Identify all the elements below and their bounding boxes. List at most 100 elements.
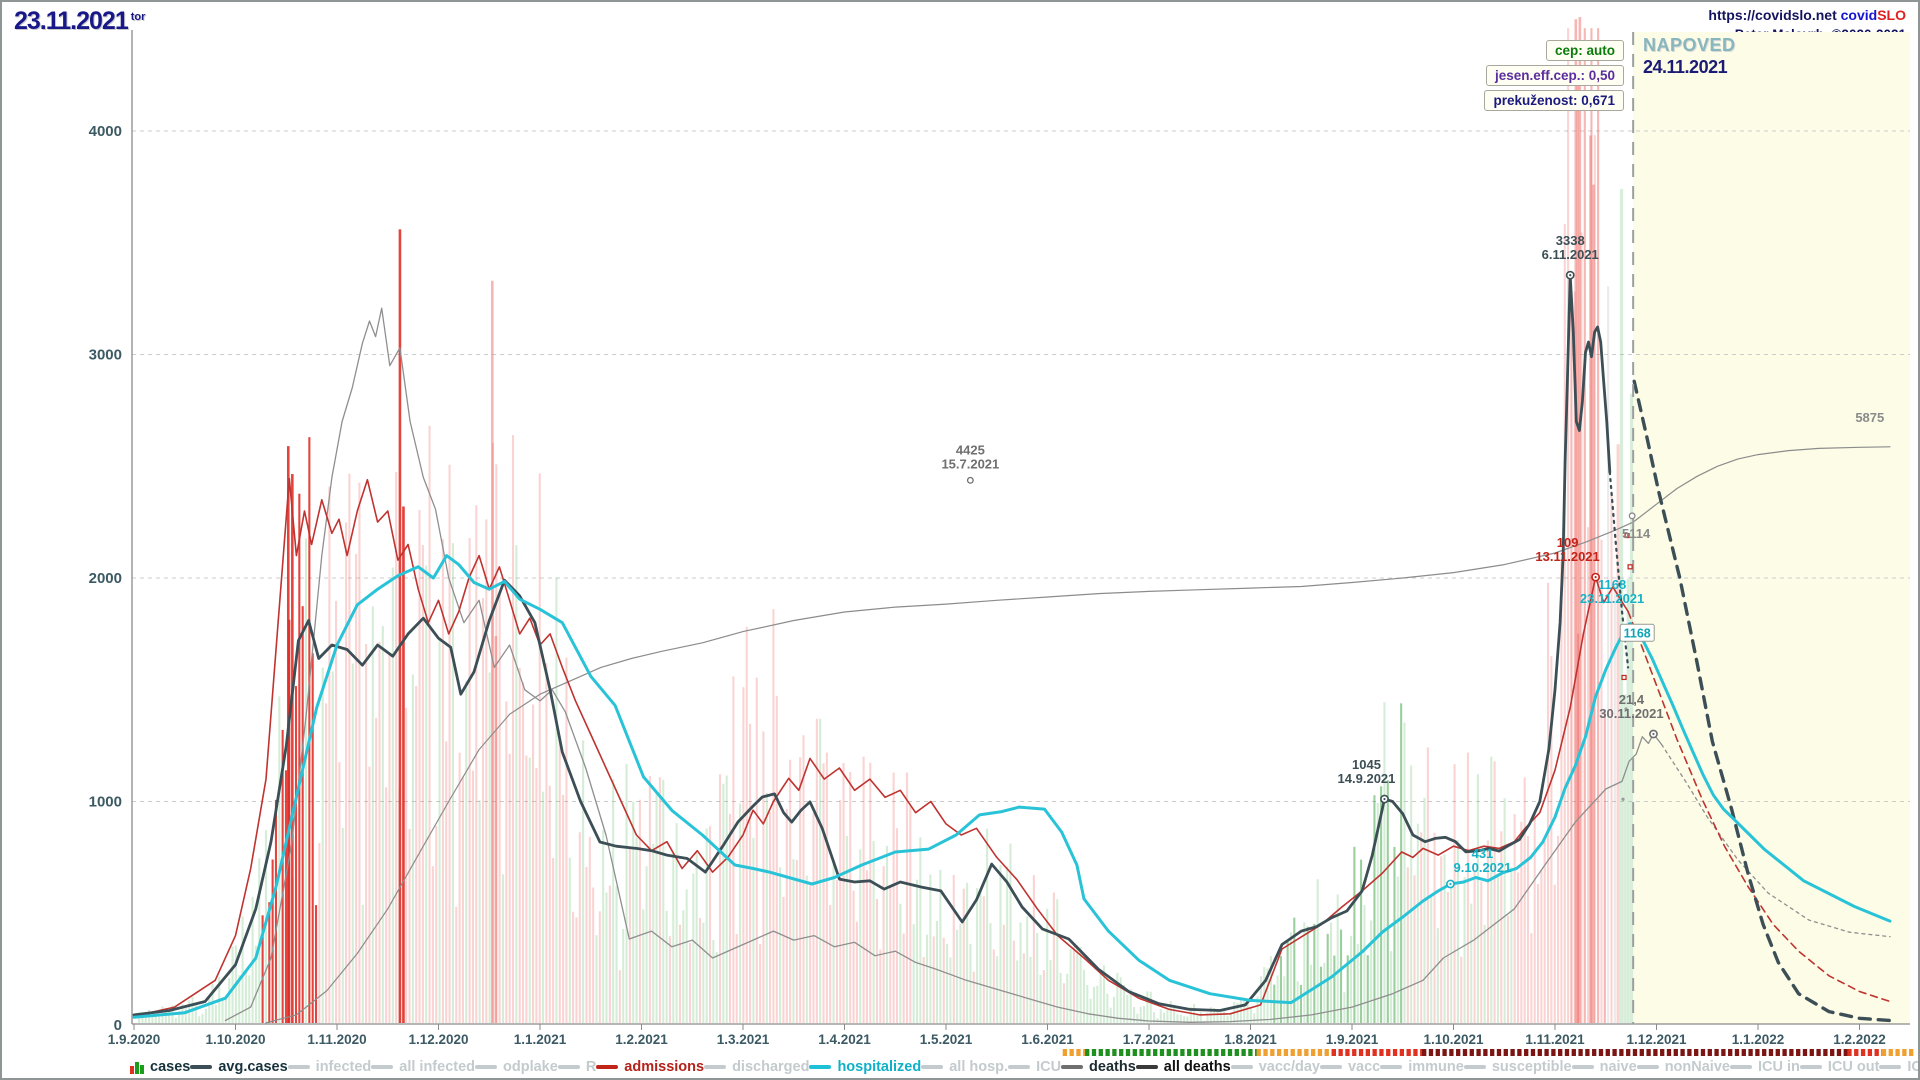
series-line-icon	[1571, 1065, 1594, 1069]
legend-item-vacc-day[interactable]: vacc/day	[1230, 1059, 1320, 1075]
raw-value-marker	[1621, 674, 1627, 681]
legend-item-naive[interactable]: naive	[1571, 1059, 1637, 1075]
series-line-icon	[1729, 1065, 1752, 1069]
annotation-peak-sep21: 1045 14.9.2021	[1338, 757, 1395, 804]
series-line-icon	[371, 1065, 394, 1069]
annotation-hosp-oct21: 431 9.10.2021	[1446, 846, 1512, 889]
series-line-icon	[1230, 1065, 1253, 1069]
y-axis-label: 2000	[89, 570, 122, 587]
svg-text:21,430.11.2021: 21,4 30.11.2021	[1599, 692, 1663, 721]
legend-label: vacc/day	[1258, 1059, 1320, 1075]
raw-value-marker	[1627, 564, 1633, 570]
legend-item-vacc[interactable]: vacc	[1319, 1059, 1381, 1075]
y-axis-label: 3000	[89, 347, 122, 364]
legend-label: vacc	[1347, 1059, 1381, 1075]
series-avg-cases-forecast	[1632, 379, 1892, 1023]
annotation-alldeaths-now: 5114	[1622, 512, 1651, 541]
legend-label: all infected	[399, 1059, 476, 1075]
series-line-icon	[809, 1065, 832, 1069]
badge-prekuzenost[interactable]: prekuženost: 0,671	[1484, 90, 1624, 111]
model-parameter-badges: cep: auto jesen.eff.cep.: 0,50 prekuženost…	[1484, 40, 1624, 111]
raw-value-marker	[1624, 707, 1628, 711]
legend-item-icu-deaths[interactable]: ICU deaths	[1879, 1059, 1918, 1075]
legend-label: deaths	[1089, 1059, 1136, 1075]
legend-item-immune[interactable]: immune	[1380, 1059, 1464, 1075]
x-axis-label: 1.10.2020	[205, 1032, 265, 1047]
legend-item-hospitalized[interactable]: hospitalized	[809, 1059, 921, 1075]
brand-slo: SLO	[1877, 7, 1906, 23]
x-axis-label: 1.1.2021	[514, 1032, 567, 1047]
legend-item-all-deaths[interactable]: all deaths	[1135, 1059, 1231, 1075]
legend-item-susceptible[interactable]: susceptible	[1463, 1059, 1572, 1075]
series-line-icon	[475, 1065, 498, 1069]
series-avg-cases	[132, 273, 1612, 1017]
legend-item-all-hosp-[interactable]: all hosp.	[921, 1059, 1008, 1075]
x-axis-label: 1.12.2021	[1626, 1032, 1687, 1047]
forecast-date: 24.11.2021	[1643, 57, 1728, 77]
legend-item-cases[interactable]: cases	[130, 1059, 190, 1075]
legend-label: naive	[1599, 1059, 1637, 1075]
annotation-hosp-now: 1168	[1619, 623, 1655, 642]
series-line-icon	[1799, 1065, 1822, 1069]
x-axis-label: 1.9.2020	[108, 1032, 161, 1047]
legend-item-all-infected[interactable]: all infected	[371, 1059, 475, 1075]
legend-item-r[interactable]: R	[557, 1059, 596, 1075]
y-axis-label: 1000	[89, 794, 122, 811]
badge-jesen[interactable]: jesen.eff.cep.: 0,50	[1485, 65, 1624, 86]
legend-item-deaths[interactable]: deaths	[1061, 1059, 1136, 1075]
legend-item-icu-out[interactable]: ICU out	[1799, 1059, 1880, 1075]
legend-label: discharged	[732, 1059, 810, 1075]
grid: 0 1000 2000 3000 4000	[89, 123, 1910, 1034]
x-axis-label: 1.11.2020	[307, 1032, 366, 1047]
svg-text:5875: 5875	[1855, 410, 1884, 425]
axes: 1.9.2020 1.10.2020 1.11.2020 1.12.2020 1.1.2…	[108, 30, 1910, 1047]
series-hospitalized	[132, 554, 1632, 1019]
forecast-header: NAPOVED 24.11.2021	[1643, 34, 1736, 78]
series-hospitalized-forecast	[1628, 623, 1892, 923]
x-axis-label: 1.6.2021	[1021, 1032, 1074, 1047]
legend-label: hospitalized	[837, 1059, 922, 1075]
series-line-icon	[190, 1065, 213, 1069]
site-url-link[interactable]: https://covidslo.net	[1708, 7, 1837, 23]
legend-label: ICU in	[1757, 1059, 1800, 1075]
legend-item-nonnaive[interactable]: nonNaive	[1636, 1059, 1730, 1075]
legend-item-infected[interactable]: infected	[287, 1059, 371, 1075]
series-line-icon	[287, 1065, 310, 1069]
legend-label: all hosp.	[949, 1059, 1009, 1075]
legend-label: susceptible	[1491, 1059, 1572, 1075]
raw-value-marker	[1624, 532, 1630, 539]
legend-item-discharged[interactable]: discharged	[704, 1059, 809, 1075]
series-deaths-forecast	[1660, 743, 1891, 938]
series-line-icon	[1879, 1065, 1902, 1069]
legend-item-avg-cases[interactable]: avg.cases	[190, 1059, 288, 1075]
cases-bars-icon	[130, 1061, 144, 1074]
x-axis-label: 1.4.2021	[818, 1032, 871, 1047]
series-admissions-forecast	[1627, 610, 1891, 1003]
series-line-icon	[1135, 1065, 1158, 1069]
badge-cep[interactable]: cep: auto	[1545, 40, 1624, 61]
x-axis-label: 1.3.2021	[717, 1032, 770, 1047]
legend-label: admissions	[624, 1059, 705, 1075]
legend-item-admissions[interactable]: admissions	[596, 1059, 704, 1075]
daily-case-bars	[138, 17, 1634, 1024]
legend-item-odplake[interactable]: odplake	[475, 1059, 558, 1075]
series-line-icon	[1319, 1065, 1342, 1069]
series-admissions	[133, 477, 1629, 1017]
series-all-deaths	[265, 446, 1891, 1024]
raw-value-marker	[1621, 797, 1625, 801]
phase-timeline-strip	[1062, 1049, 1914, 1056]
series-deaths	[224, 307, 1663, 1023]
legend-item-icu-in[interactable]: ICU in	[1729, 1059, 1800, 1075]
legend-label: ICU out	[1827, 1059, 1880, 1075]
forecast-region	[1633, 32, 1910, 1024]
weekday-label: tor	[130, 10, 146, 23]
annotation-deaths-3011: 21,4 30.11.2021	[1599, 692, 1664, 739]
annotation-peak-nov21: 3338 6.11.2021	[1542, 233, 1599, 280]
series-line-icon	[1463, 1065, 1486, 1069]
legend-label: nonNaive	[1664, 1059, 1730, 1075]
legend-item-icu[interactable]: ICU	[1008, 1059, 1061, 1075]
